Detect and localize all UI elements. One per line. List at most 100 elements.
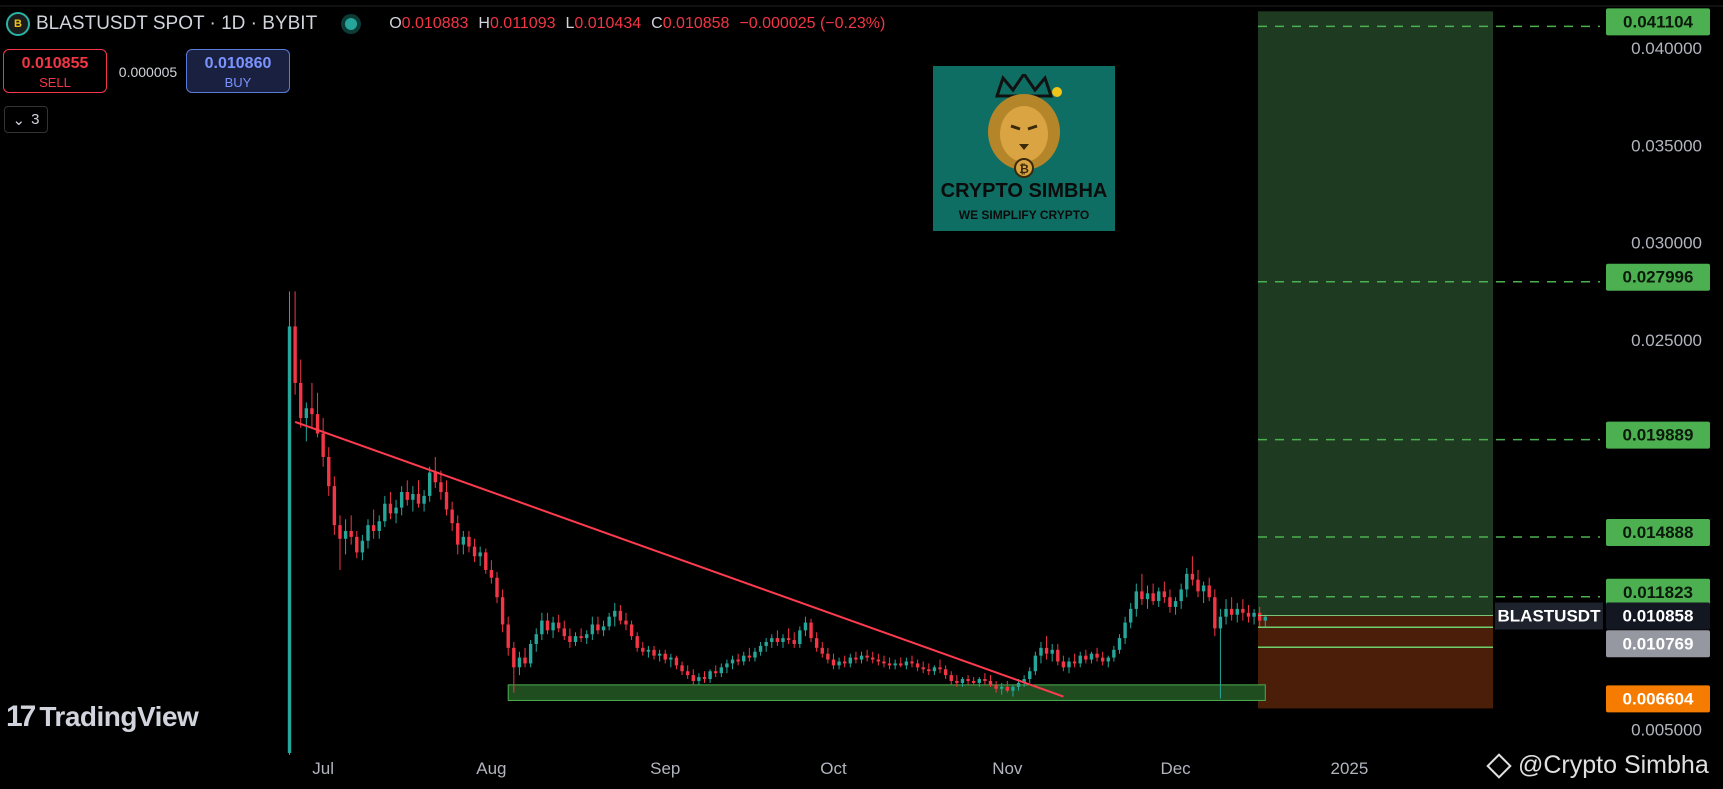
- candle: [411, 486, 415, 512]
- current-price-tag: 0.010858: [1623, 607, 1694, 626]
- candle-body: [1028, 671, 1032, 680]
- position-zones: [507, 11, 1493, 709]
- ohlc-low-value: 0.010434: [574, 15, 642, 32]
- candle-body: [489, 569, 494, 578]
- sell-button[interactable]: 0.010855 SELL: [3, 49, 107, 93]
- candle: [753, 647, 757, 662]
- candle: [646, 645, 651, 658]
- candle: [332, 476, 337, 535]
- candle-body: [994, 684, 998, 689]
- candle: [523, 647, 527, 668]
- candle: [321, 417, 325, 467]
- candle-body: [545, 620, 550, 631]
- candle-body: [635, 636, 639, 648]
- candle-body: [770, 638, 774, 643]
- candle-body: [781, 638, 785, 643]
- target-price-tag: 0.014888: [1623, 523, 1694, 542]
- candle-body: [590, 624, 595, 635]
- candle-body: [332, 486, 337, 526]
- candle-body: [652, 649, 656, 656]
- sell-price: 0.010855: [21, 55, 89, 72]
- target-price-tag-bg: [1606, 519, 1710, 547]
- candle: [1112, 645, 1116, 662]
- tradingview-logo[interactable]: 17 TradingView: [6, 700, 199, 734]
- symbol-header[interactable]: B BLASTUSDT SPOT · 1D · BYBIT O0.010883 …: [6, 12, 885, 36]
- candle: [540, 612, 544, 641]
- candle: [1022, 675, 1026, 687]
- candle-body: [618, 610, 623, 621]
- candle: [966, 675, 970, 685]
- candle-body: [444, 492, 449, 510]
- symbol-title[interactable]: BLASTUSDT SPOT · 1D · BYBIT: [36, 13, 318, 34]
- candle: [388, 492, 393, 520]
- candle-body: [321, 433, 325, 457]
- candle: [1246, 605, 1251, 623]
- candle-body: [826, 653, 830, 660]
- indicators-toggle[interactable]: ⌄ 3: [4, 106, 48, 133]
- candle-body: [1140, 591, 1144, 600]
- candle: [798, 626, 802, 648]
- candle-body: [708, 671, 712, 680]
- candle-body: [1039, 647, 1043, 656]
- candle: [904, 657, 909, 670]
- candle-body: [904, 661, 909, 666]
- candle: [1106, 655, 1110, 668]
- candle: [943, 665, 948, 680]
- candle-body: [360, 540, 365, 553]
- candle-body: [1011, 686, 1015, 691]
- indicator-count: 3: [31, 111, 40, 128]
- candle: [1168, 589, 1172, 613]
- candle: [786, 628, 791, 644]
- candle: [820, 642, 824, 658]
- candle: [882, 655, 886, 668]
- ohlc-high-label: H: [478, 15, 490, 32]
- candle: [719, 663, 724, 678]
- candle: [1224, 599, 1228, 625]
- candle-body: [758, 645, 763, 652]
- target-price-tag: 0.041104: [1623, 12, 1694, 31]
- candle-body: [820, 647, 824, 654]
- candle: [1011, 684, 1015, 697]
- candle: [865, 649, 869, 662]
- stop-zone: [1258, 615, 1493, 709]
- candle-body: [1263, 616, 1267, 621]
- candle-body: [646, 649, 651, 652]
- candle: [736, 653, 740, 666]
- candle: [590, 616, 595, 641]
- candle-body: [338, 525, 342, 539]
- candle-body: [287, 326, 292, 754]
- candle: [568, 628, 572, 648]
- candle: [1000, 682, 1004, 695]
- candle-body: [540, 620, 544, 635]
- candle-body: [607, 616, 611, 627]
- candle: [859, 651, 864, 664]
- candle-body: [814, 638, 819, 648]
- candle: [747, 647, 752, 662]
- candle: [938, 659, 942, 674]
- buy-button[interactable]: 0.010860 BUY: [186, 49, 290, 93]
- candle-body: [887, 663, 892, 666]
- candle: [635, 632, 639, 652]
- candle: [1056, 643, 1060, 666]
- candle: [983, 673, 987, 685]
- candle: [383, 495, 387, 528]
- candle: [399, 486, 404, 516]
- candle-body: [411, 493, 415, 500]
- spread-value: 0.000005: [118, 64, 178, 80]
- candle-body: [1016, 682, 1021, 687]
- candle-body: [1022, 679, 1026, 683]
- ohlc-close-value: 0.010858: [662, 15, 730, 32]
- candle: [405, 480, 409, 506]
- candle-body: [433, 472, 438, 483]
- candle-body: [472, 546, 477, 557]
- candle-body: [523, 657, 527, 664]
- candle: [629, 620, 634, 641]
- price-tick-label: 0.035000: [1631, 136, 1702, 155]
- candle: [685, 665, 690, 680]
- candle: [915, 659, 920, 672]
- price-tick-label: 0.040000: [1631, 39, 1702, 58]
- candle: [1039, 642, 1043, 664]
- candle-body: [1061, 661, 1066, 668]
- candle: [977, 677, 981, 687]
